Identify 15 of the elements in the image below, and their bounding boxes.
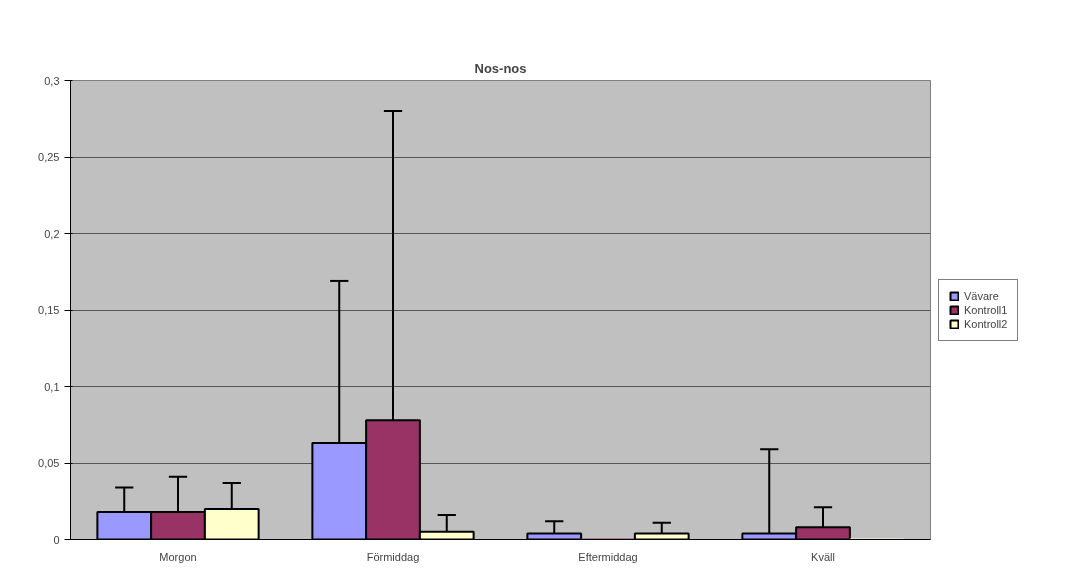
x-tick-label: Kväll: [811, 550, 835, 563]
x-tick-label: Morgon: [159, 550, 197, 563]
y-tick-label: 0,15: [38, 304, 60, 316]
y-tick-label: 0,05: [38, 457, 60, 469]
legend-label: Vävare: [964, 289, 999, 302]
chart-title: Nos-nos: [474, 60, 527, 76]
y-tick-label: 0,3: [44, 74, 60, 87]
y-tick-label: 0,1: [44, 380, 60, 393]
x-tick-label: Förmiddag: [366, 550, 420, 563]
y-tick-label: 0: [53, 533, 60, 546]
legend-label: Kontroll2: [964, 317, 1008, 330]
y-tick-label: 0,25: [38, 151, 60, 163]
x-tick-label: Eftermiddag: [578, 550, 638, 563]
y-tick-label: 0,2: [44, 227, 60, 240]
legend-label: Kontroll1: [964, 303, 1008, 316]
